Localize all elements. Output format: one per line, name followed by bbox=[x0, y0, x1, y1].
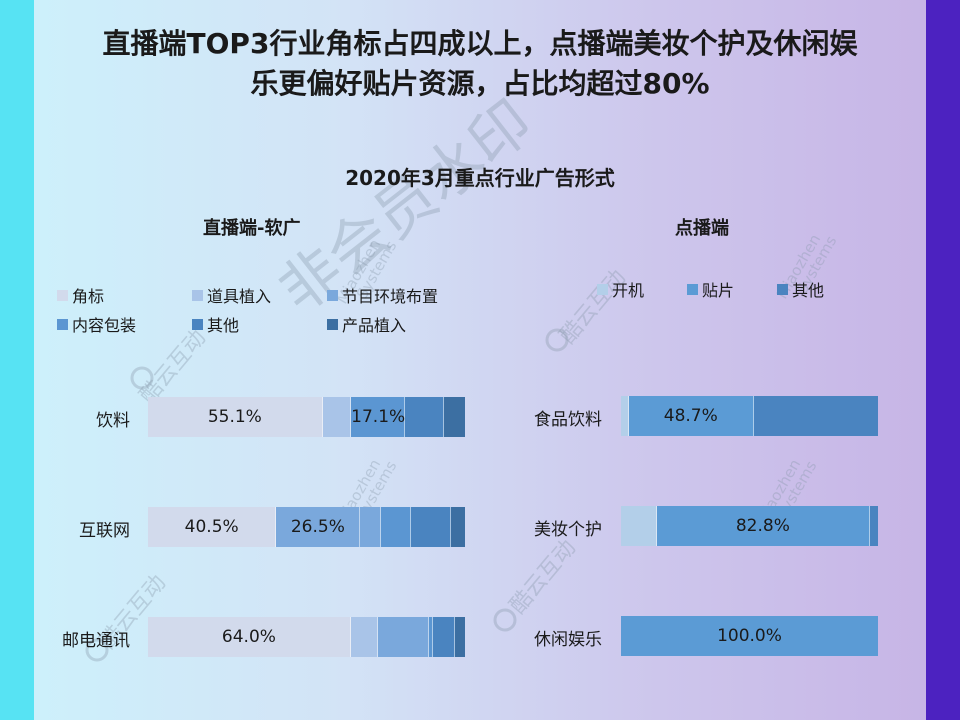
bar-segment bbox=[621, 506, 657, 546]
right-accent-strip bbox=[926, 0, 960, 720]
legend-swatch bbox=[57, 318, 68, 330]
content-panel bbox=[34, 0, 926, 720]
category-label: 美妆个护 bbox=[534, 520, 602, 540]
legend-item: 产品植入 bbox=[327, 312, 406, 336]
data-label: 100.0% bbox=[717, 626, 782, 646]
bar-segment: 40.5% bbox=[148, 507, 277, 547]
legend-swatch bbox=[327, 318, 338, 330]
data-label: 17.1% bbox=[351, 407, 406, 427]
legend-label: 其他 bbox=[207, 316, 240, 335]
bar-segment: 55.1% bbox=[148, 397, 323, 437]
stacked-bar: 100.0% bbox=[621, 616, 878, 656]
bar-segment bbox=[433, 617, 456, 657]
legend-item: 角标 bbox=[57, 283, 104, 307]
legend-item: 节目环境布置 bbox=[327, 283, 438, 307]
page-title-line2: 乐更偏好贴片资源，占比均超过80% bbox=[250, 67, 710, 100]
legend-item: 内容包装 bbox=[57, 312, 136, 336]
stacked-bar: 40.5% 26.5% bbox=[148, 507, 465, 547]
bar-segment bbox=[753, 396, 878, 436]
legend-swatch bbox=[597, 283, 608, 295]
legend-label: 产品植入 bbox=[342, 316, 407, 335]
legend-label: 其他 bbox=[792, 281, 825, 300]
bar-segment: 82.8% bbox=[656, 506, 870, 546]
bar-segment: 26.5% bbox=[276, 507, 361, 547]
bar-segment bbox=[380, 507, 412, 547]
category-label: 休闲娱乐 bbox=[534, 630, 602, 650]
legend-swatch bbox=[192, 318, 203, 330]
bar-segment: 64.0% bbox=[148, 617, 351, 657]
legend-item: 其他 bbox=[192, 312, 239, 336]
category-label: 饮料 bbox=[96, 411, 130, 431]
legend-item: 道具植入 bbox=[192, 283, 271, 307]
stacked-bar: 82.8% bbox=[621, 506, 878, 546]
bar-segment bbox=[360, 507, 381, 547]
right-chart-subtitle: 点播端 bbox=[675, 218, 729, 239]
stacked-bar: 64.0% bbox=[148, 617, 465, 657]
bar-segment bbox=[411, 507, 451, 547]
chart-title: 2020年3月重点行业广告形式 bbox=[345, 166, 615, 190]
legend-item: 其他 bbox=[777, 277, 824, 301]
left-chart-subtitle: 直播端-软广 bbox=[203, 218, 301, 239]
bar-segment bbox=[869, 506, 878, 546]
bar-segment bbox=[428, 617, 434, 657]
bar-segment bbox=[405, 397, 445, 437]
data-label: 26.5% bbox=[290, 517, 345, 537]
category-label: 食品饮料 bbox=[534, 410, 602, 430]
stacked-bar: 48.7% bbox=[621, 396, 878, 436]
legend-label: 道具植入 bbox=[207, 287, 272, 306]
page-title-line1: 直播端TOP3行业角标占四成以上，点播端美妆个护及休闲娱 bbox=[102, 27, 858, 60]
bar-segment bbox=[322, 397, 352, 437]
legend-swatch bbox=[777, 283, 788, 295]
legend-label: 贴片 bbox=[702, 281, 735, 300]
bar-segment bbox=[377, 617, 429, 657]
bar-segment bbox=[621, 396, 629, 436]
data-label: 40.5% bbox=[184, 517, 239, 537]
legend-label: 节目环境布置 bbox=[342, 287, 439, 306]
category-label: 邮电通讯 bbox=[62, 631, 130, 651]
stacked-bar: 55.1% 17.1% bbox=[148, 397, 465, 437]
data-label: 55.1% bbox=[207, 407, 262, 427]
legend-label: 内容包装 bbox=[72, 316, 137, 335]
bar-segment: 17.1% bbox=[351, 397, 406, 437]
category-label: 互联网 bbox=[79, 521, 130, 541]
bar-segment: 100.0% bbox=[621, 616, 878, 656]
legend-swatch bbox=[327, 289, 338, 301]
legend-swatch bbox=[57, 289, 68, 301]
bar-segment bbox=[350, 617, 378, 657]
legend-swatch bbox=[687, 283, 698, 295]
bar-segment: 48.7% bbox=[628, 396, 754, 436]
legend-label: 开机 bbox=[612, 281, 645, 300]
legend-label: 角标 bbox=[72, 287, 105, 306]
legend-item: 开机 bbox=[597, 277, 644, 301]
data-label: 82.8% bbox=[735, 516, 790, 536]
left-accent-strip bbox=[0, 0, 34, 720]
data-label: 48.7% bbox=[663, 406, 718, 426]
legend-swatch bbox=[192, 289, 203, 301]
bar-segment bbox=[444, 397, 465, 437]
bar-segment bbox=[455, 617, 465, 657]
page-title: 直播端TOP3行业角标占四成以上，点播端美妆个护及休闲娱 乐更偏好贴片资源，占比… bbox=[0, 24, 960, 104]
legend-item: 贴片 bbox=[687, 277, 734, 301]
data-label: 64.0% bbox=[221, 627, 276, 647]
bar-segment bbox=[450, 507, 465, 547]
